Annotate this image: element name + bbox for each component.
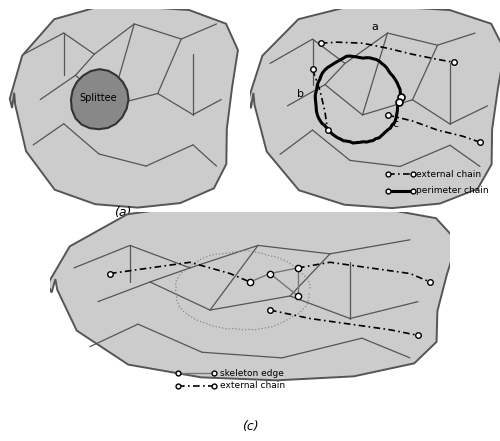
- Text: c: c: [392, 119, 398, 129]
- Text: b: b: [296, 89, 304, 99]
- Text: external chain: external chain: [220, 381, 285, 390]
- Polygon shape: [10, 7, 238, 208]
- Text: external chain: external chain: [416, 169, 482, 179]
- Text: skeleton edge: skeleton edge: [220, 369, 284, 378]
- Polygon shape: [48, 203, 458, 380]
- Text: (a): (a): [114, 206, 131, 220]
- Text: Splittee: Splittee: [79, 93, 116, 103]
- Text: perimeter chain: perimeter chain: [416, 186, 489, 195]
- Text: (c): (c): [242, 420, 258, 433]
- Text: a: a: [372, 22, 378, 32]
- Polygon shape: [248, 7, 500, 208]
- Text: (b): (b): [366, 230, 384, 243]
- Polygon shape: [71, 69, 128, 129]
